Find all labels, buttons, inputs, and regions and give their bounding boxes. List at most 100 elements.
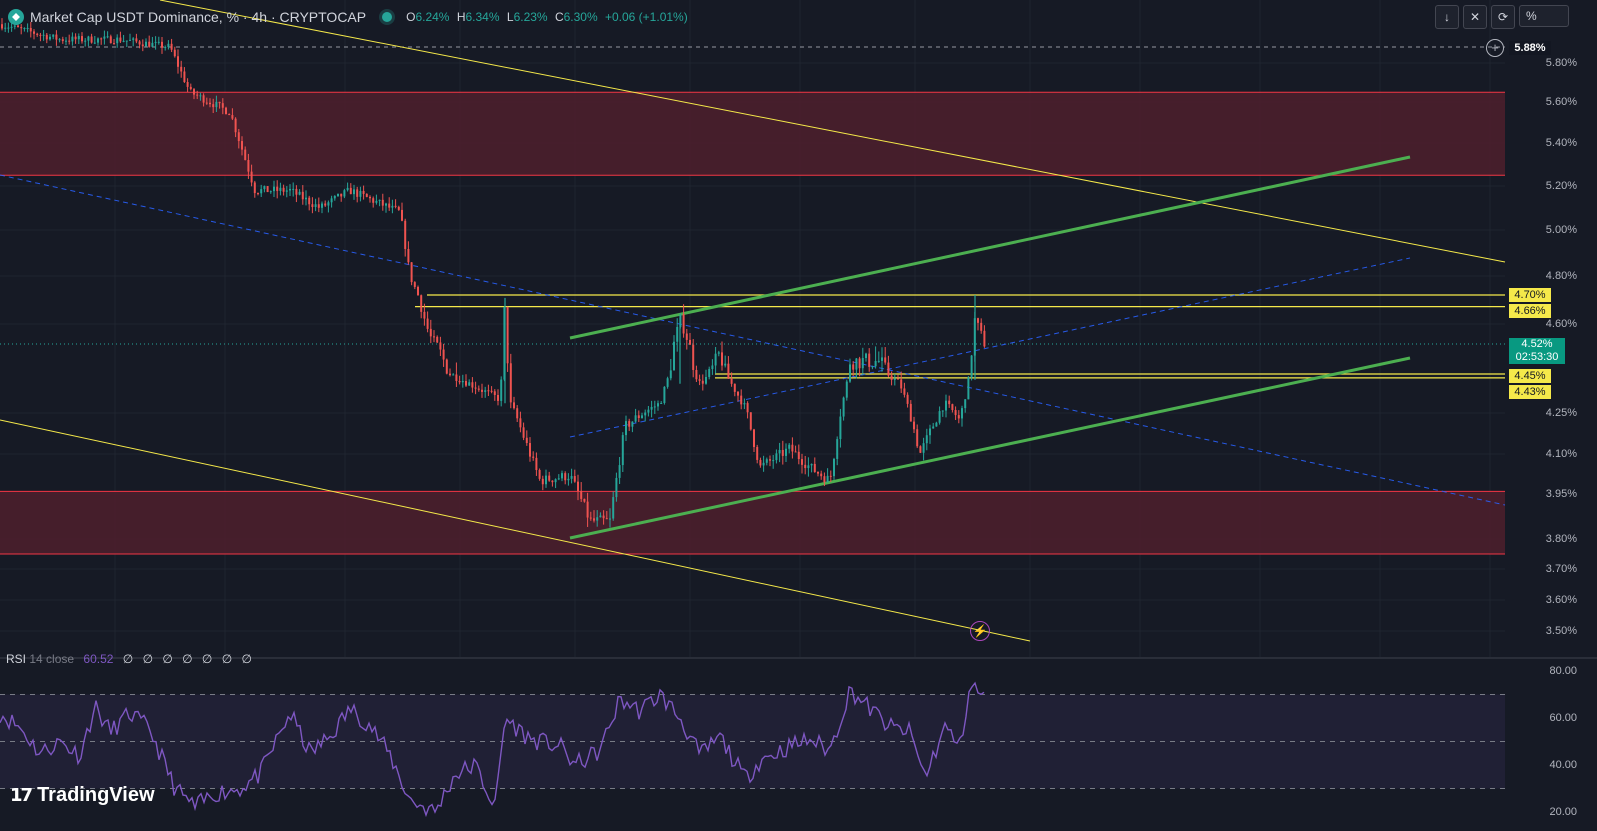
candle-body (609, 518, 611, 520)
candle-body (282, 187, 285, 192)
candle-body (797, 451, 800, 460)
candle-body (311, 204, 314, 208)
yellow-lower-trendline (0, 419, 1031, 642)
candle-body (87, 36, 90, 41)
candle-body (458, 381, 461, 383)
candle-body (881, 357, 883, 361)
candle-body (420, 295, 423, 312)
candle-body (247, 160, 250, 172)
candle-body (865, 353, 867, 359)
candle-body (10, 26, 13, 28)
candle-body (445, 359, 448, 374)
candle-body (129, 39, 131, 41)
candle-body (964, 399, 967, 409)
candle-body (308, 197, 311, 205)
candle-body (250, 171, 253, 183)
candle-body (922, 443, 925, 453)
candle-body (449, 373, 451, 376)
candle-body (906, 394, 909, 404)
candle-body (714, 353, 717, 366)
candle-body (359, 190, 362, 197)
candle-body (100, 38, 103, 40)
zone-0 (0, 92, 1505, 176)
candle-body (372, 198, 375, 203)
candle-body (765, 459, 768, 463)
tradingview-logo[interactable]: 𝟭𝟳 TradingView (10, 784, 155, 807)
candle-body (154, 41, 157, 43)
candle-body (17, 25, 19, 28)
candle-body (378, 199, 381, 201)
arrow-down-icon[interactable]: ↓ (1435, 5, 1459, 29)
price-axis-label: 3.50% (1545, 625, 1577, 637)
candles (1, 18, 986, 528)
lightning-alert-icon[interactable]: ⚡ (970, 621, 990, 641)
loop-icon[interactable]: ⟳ (1491, 5, 1515, 29)
candle-body (260, 189, 263, 194)
candle-body (397, 206, 400, 210)
pane-divider[interactable] (0, 657, 1597, 659)
candle-body (577, 481, 579, 492)
collapse-icon[interactable]: ✕ (1463, 5, 1487, 29)
candle-body (228, 113, 231, 116)
blue-dashed-downtrend (0, 174, 1506, 506)
candle-body (36, 33, 39, 35)
candle-body (615, 477, 618, 498)
candle-body (141, 44, 144, 47)
candle-body (461, 381, 464, 383)
candle-body (45, 34, 48, 40)
candle-body (257, 193, 259, 195)
candle-body (369, 196, 371, 199)
price-axis-label: 4.80% (1545, 270, 1577, 282)
unit-selector[interactable]: % (1519, 5, 1569, 27)
candle-body (26, 27, 29, 29)
candle-body (689, 339, 691, 345)
candle-body (663, 386, 666, 403)
candle-body (212, 104, 215, 108)
candle-body (436, 336, 439, 343)
candle-body (948, 400, 951, 405)
candle-body (93, 42, 96, 44)
candle-body (705, 376, 707, 384)
candle-body (708, 369, 711, 377)
candle-body (717, 352, 720, 354)
candle-body (314, 204, 317, 208)
candle-body (381, 199, 384, 206)
rsi-params: 14 close (29, 652, 75, 666)
level-tag-466: 4.66% (1509, 304, 1551, 318)
candle-body (65, 40, 67, 42)
rsi-value: 60.52 (83, 652, 114, 666)
candle-body (183, 71, 186, 83)
rsi-chart[interactable] (0, 659, 1597, 831)
market-status-icon[interactable] (382, 12, 393, 22)
rsi-legend[interactable]: RSI 14 close 60.52 ∅ ∅ ∅ ∅ ∅ ∅ ∅ (6, 652, 255, 666)
candle-body (676, 326, 679, 342)
candle-body (301, 191, 304, 200)
candle-body (845, 381, 848, 398)
candle-body (919, 446, 922, 453)
price-chart[interactable] (0, 0, 1597, 659)
price-axis-label: 4.60% (1545, 318, 1577, 330)
candle-body (410, 262, 413, 283)
candle-body (650, 406, 653, 410)
level-tag-443: 4.43% (1509, 385, 1551, 399)
candle-body (573, 476, 576, 482)
candle-body (781, 449, 784, 456)
candle-body (106, 36, 109, 38)
add-plus-icon[interactable]: + (1486, 39, 1504, 57)
candle-body (554, 479, 557, 483)
candle-body (7, 27, 10, 29)
candle-body (970, 355, 973, 378)
candle-body (916, 429, 919, 447)
candle-body (817, 471, 819, 474)
candle-body (967, 377, 970, 400)
candle-body (737, 391, 739, 396)
candle-body (602, 515, 605, 519)
candle-body (647, 409, 650, 413)
candle-body (202, 95, 205, 103)
candle-body (583, 498, 586, 502)
candle-body (177, 56, 179, 67)
symbol-title[interactable]: Market Cap USDT Dominance, % · 4h · CRYP… (30, 9, 367, 25)
candle-body (887, 362, 890, 376)
candle-body (385, 203, 387, 206)
candle-body (388, 203, 391, 208)
